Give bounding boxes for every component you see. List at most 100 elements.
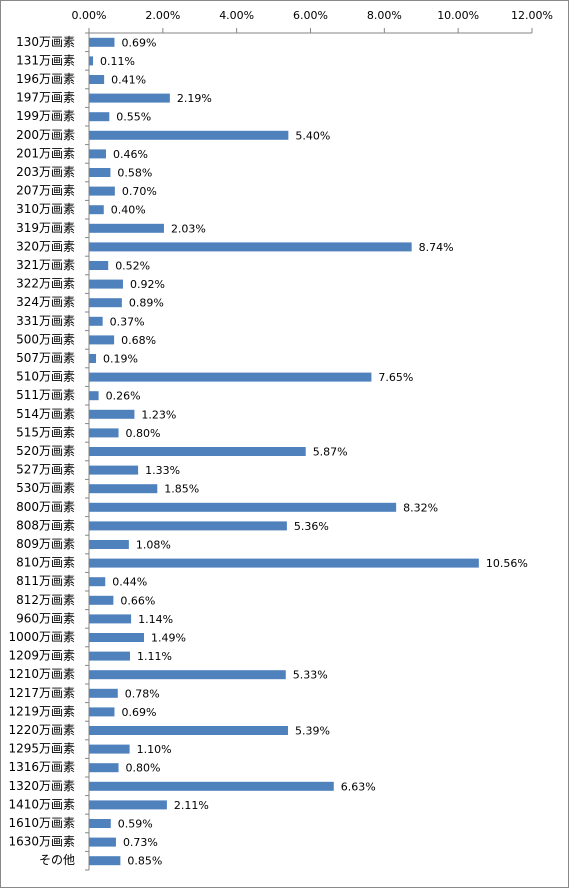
- y-tick-label: 527万画素: [16, 463, 75, 477]
- data-label: 0.85%: [127, 855, 162, 868]
- bar: [89, 558, 479, 568]
- data-label: 2.19%: [177, 92, 212, 105]
- bar: [89, 744, 130, 754]
- y-tick-label: 1316万画素: [8, 760, 75, 774]
- y-tick-label: 507万画素: [16, 351, 75, 365]
- data-label: 10.56%: [486, 557, 528, 570]
- bar: [89, 819, 111, 828]
- y-tick-label: 515万画素: [16, 425, 75, 439]
- y-tick-label: 1320万画素: [8, 779, 75, 793]
- bar: [89, 688, 118, 698]
- data-label: 5.36%: [294, 520, 329, 533]
- y-tick-label: その他: [39, 853, 75, 867]
- bar: [89, 763, 119, 773]
- data-label: 5.40%: [295, 129, 330, 142]
- x-tick-label: 0.00%: [72, 9, 107, 22]
- y-tick-label: 322万画素: [16, 277, 75, 291]
- y-tick-label: 812万画素: [16, 593, 75, 607]
- data-label: 1.08%: [136, 539, 171, 552]
- data-label: 6.63%: [341, 780, 376, 793]
- data-label: 0.44%: [112, 576, 147, 589]
- bar: [89, 502, 397, 512]
- bar: [89, 633, 145, 642]
- y-tick-label: 809万画素: [16, 537, 75, 551]
- bar: [89, 93, 170, 103]
- data-label: 5.87%: [313, 446, 348, 459]
- y-tick-label: 207万画素: [16, 184, 75, 198]
- data-label: 5.39%: [295, 725, 330, 738]
- y-tick-label: 1610万画素: [8, 816, 75, 830]
- data-label: 0.11%: [100, 55, 135, 68]
- x-tick-label: 2.00%: [145, 9, 180, 22]
- bar: [89, 391, 99, 401]
- bar: [89, 168, 111, 177]
- y-tick-label: 808万画素: [16, 518, 75, 532]
- data-label: 0.46%: [113, 148, 148, 161]
- data-label: 0.80%: [126, 427, 161, 440]
- bar: [89, 186, 115, 196]
- data-label: 8.74%: [419, 241, 454, 254]
- data-label: 0.78%: [125, 687, 160, 700]
- y-tick-label: 131万画素: [16, 53, 75, 67]
- y-tick-label: 319万画素: [16, 221, 75, 235]
- x-tick-label: 6.00%: [293, 9, 328, 22]
- bar: [89, 316, 103, 326]
- data-label: 1.11%: [137, 650, 172, 663]
- bar: [89, 856, 121, 866]
- bar: [89, 595, 114, 605]
- bar: [89, 428, 119, 438]
- y-tick-label: 1000万画素: [8, 630, 75, 644]
- data-label: 0.89%: [129, 297, 164, 310]
- data-label: 2.03%: [171, 222, 206, 235]
- data-label: 0.69%: [121, 36, 156, 49]
- bar: [89, 75, 105, 84]
- data-label: 1.14%: [138, 613, 173, 626]
- bar: [89, 298, 122, 308]
- data-label: 0.70%: [122, 185, 157, 198]
- data-label: 1.49%: [151, 632, 186, 645]
- data-label: 0.40%: [111, 204, 146, 217]
- bar: [89, 465, 139, 475]
- y-tick-label: 197万画素: [16, 91, 75, 105]
- data-label: 0.69%: [121, 706, 156, 719]
- data-label: 0.55%: [116, 111, 151, 124]
- data-label: 1.10%: [137, 743, 172, 756]
- data-label: 2.11%: [174, 799, 209, 812]
- bar: [89, 837, 116, 847]
- y-tick-label: 1630万画素: [8, 835, 75, 849]
- bar: [89, 670, 286, 680]
- bar: [89, 149, 106, 159]
- y-tick-label: 321万画素: [16, 258, 75, 272]
- data-label: 0.73%: [123, 836, 158, 849]
- data-label: 0.19%: [103, 353, 138, 366]
- data-label: 8.32%: [403, 501, 438, 514]
- y-tick-label: 1219万画素: [8, 704, 75, 718]
- y-tick-label: 811万画素: [16, 574, 75, 588]
- y-tick-label: 1410万画素: [8, 797, 75, 811]
- bar: [89, 242, 412, 252]
- bar: [89, 577, 106, 587]
- y-tick-label: 130万画素: [16, 35, 75, 49]
- y-tick-label: 514万画素: [16, 407, 75, 421]
- bar: [89, 37, 115, 47]
- bar: [89, 484, 158, 494]
- bar: [89, 447, 306, 456]
- y-tick-label: 1220万画素: [8, 723, 75, 737]
- bar: [89, 781, 334, 791]
- data-label: 7.65%: [378, 371, 413, 384]
- data-label: 1.85%: [164, 483, 199, 496]
- data-label: 0.66%: [120, 594, 155, 607]
- bar: [89, 223, 164, 233]
- y-tick-label: 960万画素: [16, 611, 75, 625]
- y-tick-label: 530万画素: [16, 481, 75, 495]
- data-label: 0.41%: [111, 74, 146, 87]
- bar: [89, 726, 288, 735]
- bar: [89, 707, 115, 717]
- bar: [89, 335, 115, 345]
- y-tick-label: 1217万画素: [8, 686, 75, 700]
- y-tick-label: 1209万画素: [8, 649, 75, 663]
- bar: [89, 521, 287, 531]
- y-tick-label: 800万画素: [16, 500, 75, 514]
